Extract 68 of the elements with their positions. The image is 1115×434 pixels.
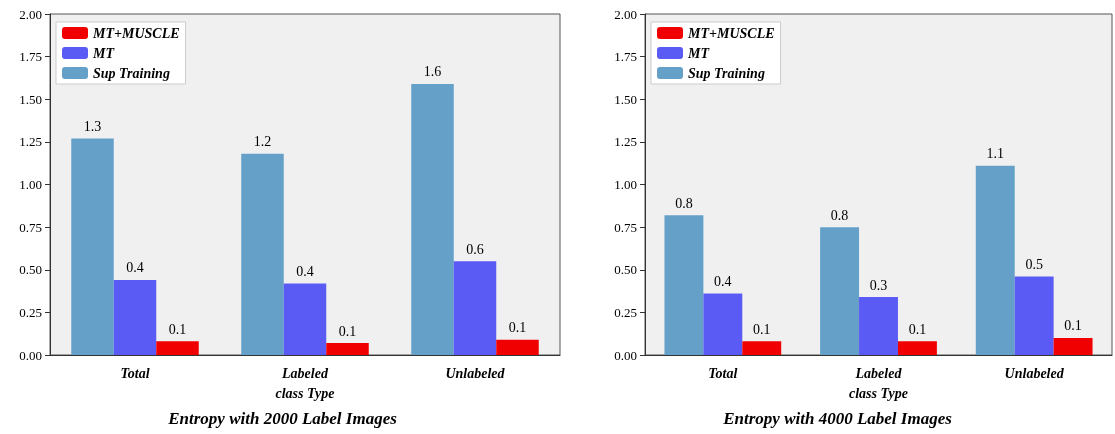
bar (975, 165, 1015, 355)
x-tick-label: Unlabeled (1004, 365, 1065, 381)
y-tick-label: 1.00 (614, 177, 637, 192)
x-tick-label: Labeled class Type (275, 365, 335, 401)
data-label: 1.6 (423, 64, 442, 80)
bar (113, 279, 157, 355)
y-tick-label: 1.75 (614, 49, 637, 65)
y-tick-label: 1.00 (19, 177, 42, 192)
legend-label: MT (687, 45, 711, 61)
data-label: 0.1 (508, 320, 527, 336)
data-label: 0.4 (714, 274, 732, 290)
bar (496, 339, 539, 355)
bar (453, 261, 497, 355)
legend-label: MT+MUSCLE (92, 25, 180, 41)
data-label: 0.4 (296, 263, 314, 279)
text: Entropy with 2000 Label Images (167, 409, 398, 428)
bar (241, 153, 284, 355)
y-tick-label: 1.50 (614, 91, 637, 107)
y-tick-label: 0.75 (19, 219, 42, 235)
data-label: 0.1 (908, 321, 927, 337)
legend-label: MT+MUSCLE (687, 25, 775, 41)
bar (156, 341, 199, 355)
bar (703, 293, 743, 355)
bar (820, 227, 860, 355)
y-tick-label: 0.50 (614, 262, 637, 278)
data-label: 1.1 (986, 146, 1004, 162)
data-label: 0.5 (1025, 257, 1043, 273)
data-label: 1.2 (253, 134, 272, 150)
data-label: 0.3 (869, 277, 888, 293)
y-tick-label: 1.50 (19, 91, 42, 107)
x-tick-label: Total (708, 365, 738, 381)
bar (859, 297, 898, 355)
bar (283, 283, 327, 355)
bar (742, 341, 782, 355)
y-tick-label: 0.75 (614, 219, 637, 235)
y-tick-label: 2.00 (19, 6, 42, 22)
y-tick-label: 1.25 (19, 134, 42, 150)
y-tick-label: 2.00 (614, 6, 637, 22)
y-tick-label: 0.25 (19, 304, 42, 320)
x-tick-label: Total (120, 365, 150, 381)
y-tick-label: 0.00 (19, 347, 42, 363)
data-label: 0.1 (168, 321, 187, 337)
bar (411, 83, 454, 355)
bar (664, 215, 704, 355)
legend-label: Sup Training (688, 65, 765, 81)
bar (897, 341, 937, 355)
data-label: 0.1 (338, 323, 357, 339)
legend-label: Sup Training (93, 65, 170, 81)
y-tick-label: 1.25 (614, 134, 637, 150)
data-label: 0.1 (1064, 318, 1082, 334)
data-label: 0.8 (675, 195, 693, 211)
data-label: 0.1 (753, 321, 771, 337)
y-tick-label: 0.25 (614, 304, 637, 320)
bar (1014, 276, 1054, 355)
data-label: 0.6 (466, 241, 484, 257)
text: Entropy with 4000 Label Images (722, 409, 953, 428)
data-label: 0.4 (126, 260, 144, 276)
data-label: 1.3 (83, 118, 102, 134)
data-label: 0.8 (830, 207, 849, 223)
x-tick-label: Unlabeled (445, 365, 506, 381)
x-tick-label: Labeled class Type (849, 365, 908, 401)
y-tick-label: 0.50 (19, 262, 42, 278)
bar (1053, 337, 1093, 355)
bar (326, 343, 369, 355)
bar (71, 138, 114, 355)
y-tick-label: 0.00 (614, 347, 637, 363)
legend-label: MT (92, 45, 116, 61)
y-tick-label: 1.75 (19, 49, 42, 65)
